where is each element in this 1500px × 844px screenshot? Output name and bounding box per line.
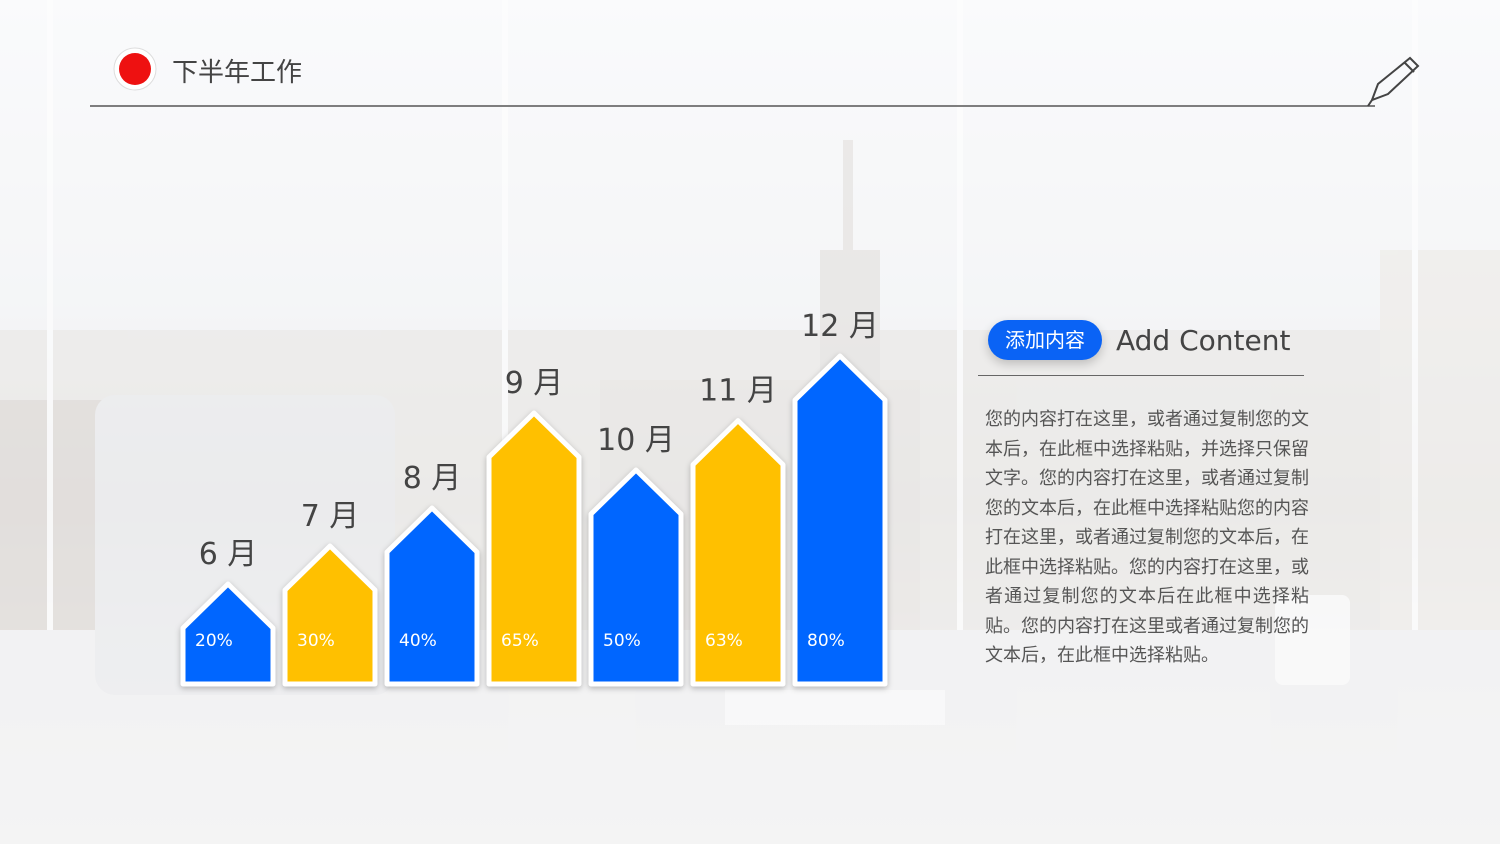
arrow-bar [384, 505, 480, 687]
arrow-bar [588, 467, 684, 687]
body-text: 您的内容打在这里，或者通过复制您的文本后，在此框中选择粘贴，并选择只保留文字。您… [985, 409, 1309, 666]
pen-icon [1367, 56, 1420, 107]
category-label: 9 月 [505, 366, 564, 401]
category-label: 7 月 [301, 499, 360, 534]
title-dot [119, 53, 151, 85]
value-label: 65% [501, 631, 539, 651]
arrow-bar [180, 581, 276, 687]
category-label: 8 月 [403, 461, 462, 496]
value-label: 40% [399, 631, 437, 651]
arrow-bar [282, 543, 378, 687]
page-title: 下半年工作 [172, 58, 303, 88]
category-label: 10 月 [597, 423, 675, 458]
value-label: 50% [603, 631, 641, 651]
heading-rule [978, 375, 1304, 376]
category-label: 11 月 [699, 374, 777, 409]
arrow-bar [792, 353, 888, 687]
value-label: 30% [297, 631, 335, 651]
arrow-bar [486, 410, 582, 687]
value-label: 80% [807, 631, 845, 651]
category-label: 12 月 [801, 309, 879, 344]
tag: 添加内容 [988, 320, 1102, 360]
heading: Add Content [1116, 324, 1291, 357]
value-label: 20% [195, 631, 233, 651]
value-label: 63% [705, 631, 743, 651]
category-label: 6 月 [199, 537, 258, 572]
arrow-bar [690, 418, 786, 687]
